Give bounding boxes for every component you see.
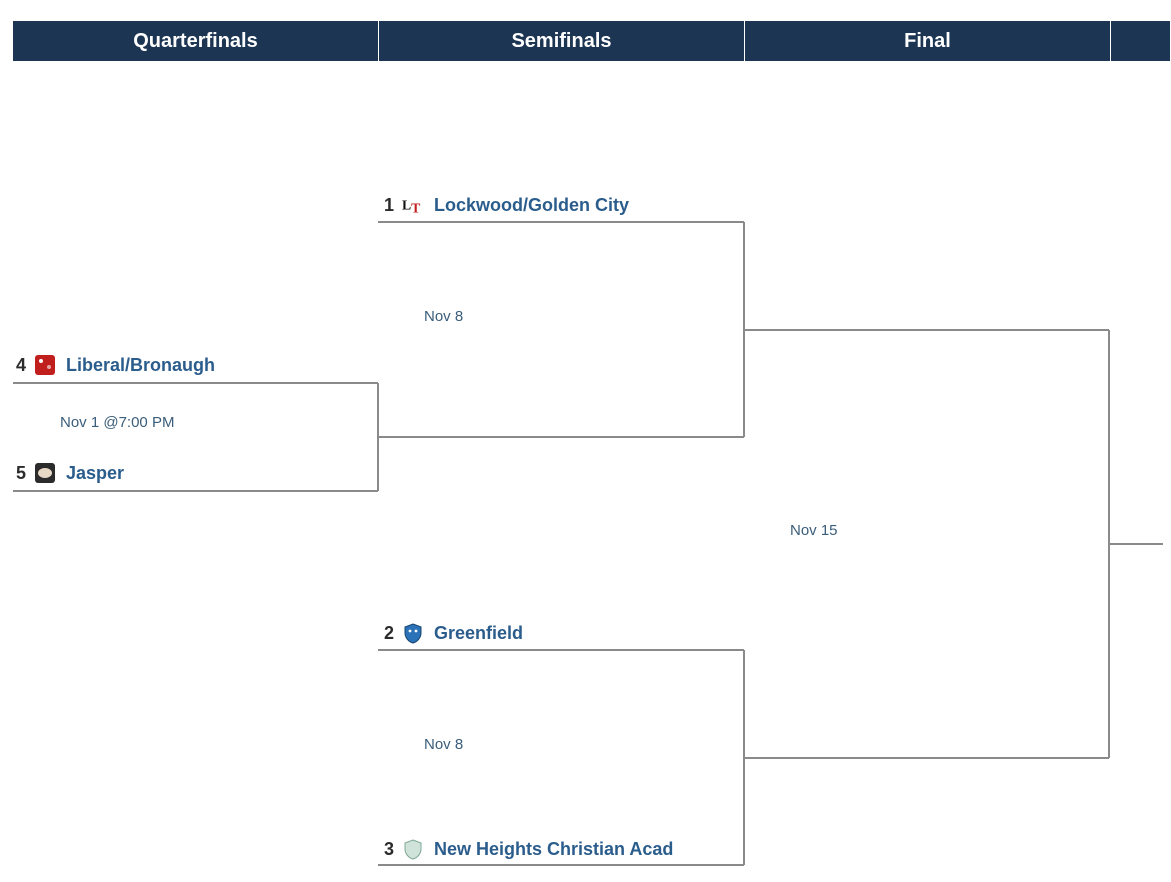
sf2-bottom-seed: 3 xyxy=(384,839,394,860)
sf1-top-seed: 1 xyxy=(384,195,394,216)
final-date[interactable]: Nov 15 xyxy=(790,522,838,539)
team-crest-icon xyxy=(34,354,56,376)
sf2-date[interactable]: Nov 8 xyxy=(424,736,463,753)
sf1-date[interactable]: Nov 8 xyxy=(424,308,463,325)
qf1-top-team-link[interactable]: Liberal/Bronaugh xyxy=(66,355,215,376)
sf1-date-label: Nov 8 xyxy=(424,308,463,325)
round-header-sf: Semifinals xyxy=(379,21,744,61)
sf2-top-slot: 2 Greenfield xyxy=(384,622,523,644)
sf1-top-team-link[interactable]: Lockwood/Golden City xyxy=(434,195,629,216)
round-header-row: Quarterfinals Semifinals Final xyxy=(13,21,1171,61)
final-date-label: Nov 15 xyxy=(790,522,838,539)
qf1-date[interactable]: Nov 1 @7:00 PM xyxy=(60,414,174,431)
sf2-top-team-link[interactable]: Greenfield xyxy=(434,623,523,644)
round-header-extra xyxy=(1111,21,1170,61)
svg-text:L: L xyxy=(402,198,411,213)
team-shield-icon xyxy=(402,622,424,644)
team-shield-icon xyxy=(402,838,424,860)
svg-text:T: T xyxy=(411,200,420,215)
qf1-top-seed: 4 xyxy=(16,355,26,376)
qf1-bottom-slot: 5 Jasper xyxy=(16,462,124,484)
sf2-top-seed: 2 xyxy=(384,623,394,644)
sf2-date-label: Nov 8 xyxy=(424,736,463,753)
qf1-bottom-team-link[interactable]: Jasper xyxy=(66,463,124,484)
qf1-top-slot: 4 Liberal/Bronaugh xyxy=(16,354,215,376)
round-header-final: Final xyxy=(745,21,1110,61)
qf1-date-label: Nov 1 @7:00 PM xyxy=(60,414,174,431)
qf1-bottom-seed: 5 xyxy=(16,463,26,484)
sf1-top-slot: 1 LT Lockwood/Golden City xyxy=(384,194,629,216)
sf2-bottom-slot: 3 New Heights Christian Acad xyxy=(384,838,673,860)
bracket-lines xyxy=(0,0,1171,882)
team-monogram-icon: LT xyxy=(402,194,424,216)
team-crest-icon xyxy=(34,462,56,484)
sf2-bottom-team-link[interactable]: New Heights Christian Acad xyxy=(434,839,673,860)
round-header-qf: Quarterfinals xyxy=(13,21,378,61)
